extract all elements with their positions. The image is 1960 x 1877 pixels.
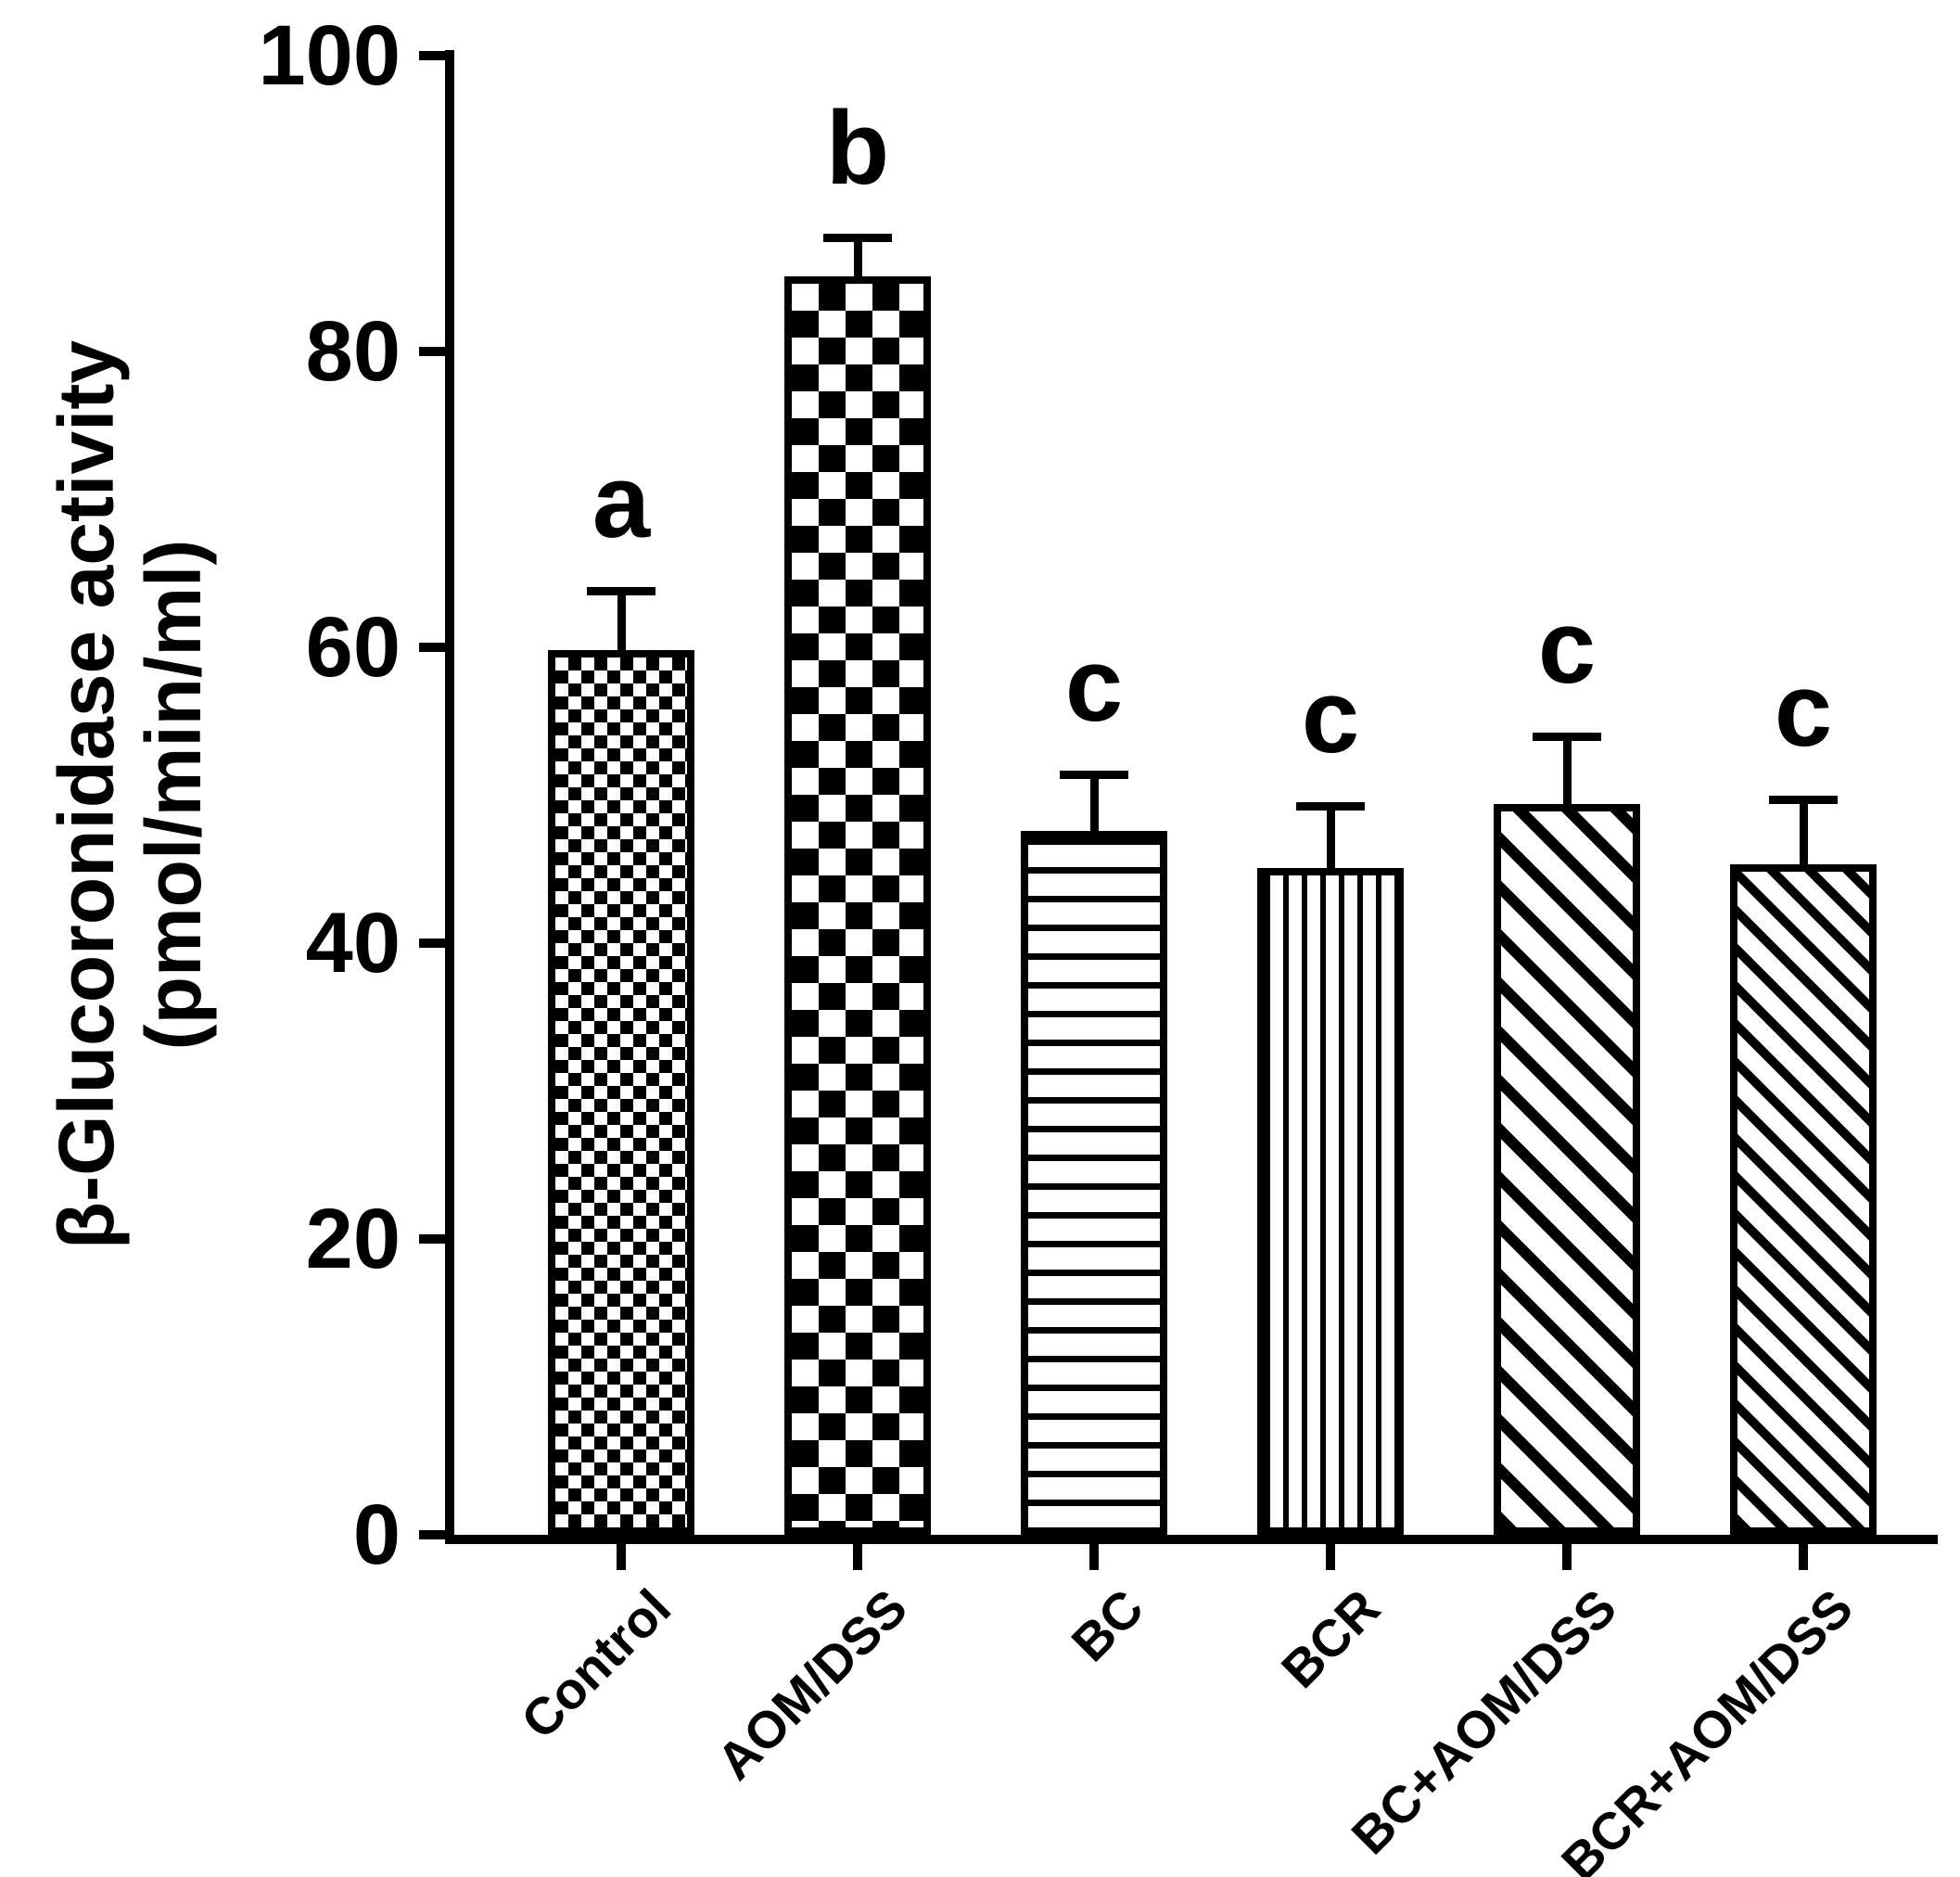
y-tick-label: 20 — [305, 1192, 401, 1286]
x-axis-line — [445, 1535, 1938, 1544]
error-bar-stem — [617, 591, 626, 658]
significance-letter: a — [592, 443, 651, 560]
y-axis-line — [445, 50, 454, 1544]
y-axis-title-line1: β-Glucoronidase activity — [42, 339, 130, 1250]
x-category-label: Control — [509, 1577, 682, 1750]
error-bar-cap — [1769, 796, 1838, 805]
bar-control — [548, 650, 694, 1535]
x-tick — [853, 1544, 862, 1570]
bar-bcr-aom-dss — [1730, 864, 1877, 1535]
significance-letter: c — [1537, 588, 1597, 705]
x-category-label: BCR — [1269, 1577, 1392, 1699]
y-tick — [419, 643, 445, 652]
y-tick-label: 80 — [305, 304, 401, 399]
y-tick — [419, 51, 445, 60]
y-tick-label: 100 — [258, 8, 401, 103]
y-axis-title-line2: (pmol/min/ml) — [130, 539, 217, 1051]
bar-bcr — [1257, 867, 1404, 1535]
y-tick — [419, 347, 445, 356]
y-tick — [419, 1234, 445, 1244]
y-axis-title: β-Glucoronidase activity (pmol/min/ml) — [43, 340, 217, 1249]
x-category-label: BC+AOM/DSS — [1340, 1577, 1628, 1866]
y-tick — [419, 1530, 445, 1539]
error-bar-stem — [1326, 805, 1335, 875]
x-tick — [1562, 1544, 1572, 1570]
significance-letter: b — [825, 90, 890, 207]
bar-aom-dss — [784, 275, 931, 1535]
error-bar-stem — [853, 237, 862, 284]
error-bar-stem — [1799, 799, 1808, 873]
x-tick — [617, 1544, 626, 1570]
error-bar-stem — [1089, 774, 1099, 838]
error-bar-cap — [587, 587, 655, 596]
significance-letter: c — [1774, 652, 1833, 769]
x-tick — [1799, 1544, 1808, 1570]
significance-letter: c — [1301, 658, 1360, 774]
error-bar-cap — [823, 234, 892, 243]
bar-bc — [1021, 830, 1167, 1535]
significance-letter: c — [1064, 627, 1124, 744]
error-bar-cap — [1533, 732, 1601, 741]
x-tick — [1089, 1544, 1099, 1570]
y-tick-label: 0 — [352, 1488, 401, 1582]
x-tick — [1326, 1544, 1335, 1570]
error-bar-cap — [1296, 801, 1365, 811]
y-tick — [419, 938, 445, 948]
y-tick-label: 60 — [305, 600, 401, 695]
error-bar-stem — [1562, 735, 1572, 812]
bar-bc-aom-dss — [1494, 804, 1640, 1535]
y-tick-label: 40 — [305, 896, 401, 990]
error-bar-cap — [1060, 771, 1128, 780]
